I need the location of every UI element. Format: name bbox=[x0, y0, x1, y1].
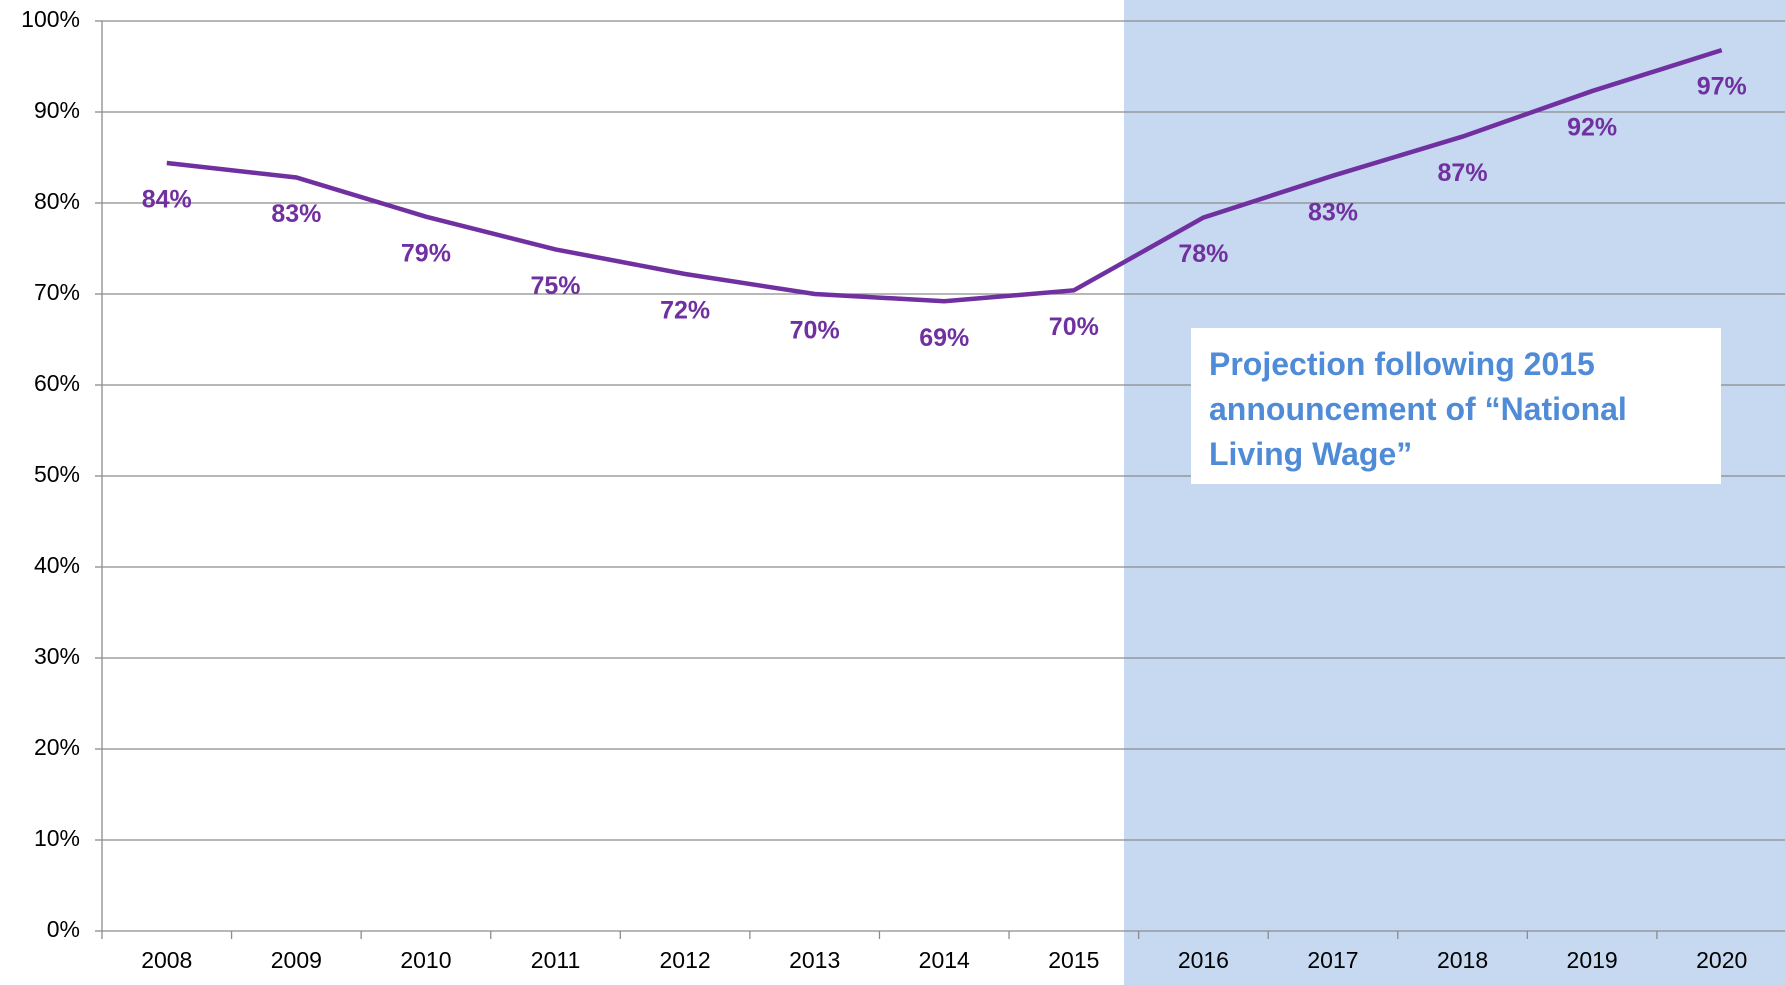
x-tick-label: 2012 bbox=[660, 947, 711, 973]
data-label: 87% bbox=[1438, 159, 1488, 187]
data-label: 78% bbox=[1178, 240, 1228, 268]
data-label: 69% bbox=[919, 324, 969, 352]
x-tick-label: 2014 bbox=[919, 947, 970, 973]
y-tick-label: 20% bbox=[34, 734, 80, 760]
y-tick-label: 100% bbox=[21, 6, 80, 32]
annotation: Projection following 2015 announcement o… bbox=[1191, 328, 1721, 484]
data-label: 72% bbox=[660, 297, 710, 325]
data-label: 70% bbox=[1049, 313, 1099, 341]
data-label: 83% bbox=[1308, 198, 1358, 226]
y-tick-label: 70% bbox=[34, 279, 80, 305]
x-tick-label: 2019 bbox=[1567, 947, 1618, 973]
x-tick-label: 2013 bbox=[789, 947, 840, 973]
data-label: 97% bbox=[1697, 73, 1747, 101]
x-tick-label: 2020 bbox=[1696, 947, 1747, 973]
x-tick-label: 2009 bbox=[271, 947, 322, 973]
y-tick-label: 10% bbox=[34, 825, 80, 851]
data-label: 83% bbox=[271, 200, 321, 228]
x-tick-label: 2015 bbox=[1048, 947, 1099, 973]
y-tick-label: 50% bbox=[34, 461, 80, 487]
data-label: 92% bbox=[1567, 114, 1617, 142]
projection-shade bbox=[1124, 0, 1785, 985]
data-label: 84% bbox=[142, 186, 192, 214]
x-tick-label: 2011 bbox=[531, 947, 580, 973]
y-tick-label: 40% bbox=[34, 552, 80, 578]
x-tick-label: 2018 bbox=[1437, 947, 1488, 973]
x-tick-label: 2010 bbox=[400, 947, 451, 973]
data-label: 79% bbox=[401, 239, 451, 267]
y-tick-label: 90% bbox=[34, 97, 80, 123]
y-tick-label: 30% bbox=[34, 643, 80, 669]
x-tick-label: 2017 bbox=[1307, 947, 1358, 973]
data-label: 70% bbox=[790, 317, 840, 345]
x-tick-label: 2008 bbox=[141, 947, 192, 973]
data-label: 75% bbox=[530, 272, 580, 300]
x-tick-label: 2016 bbox=[1178, 947, 1229, 973]
line bbox=[166, 47, 1723, 304]
y-tick-label: 60% bbox=[34, 370, 80, 396]
y-tick-label: 0% bbox=[47, 916, 80, 942]
y-tick-label: 80% bbox=[34, 188, 80, 214]
